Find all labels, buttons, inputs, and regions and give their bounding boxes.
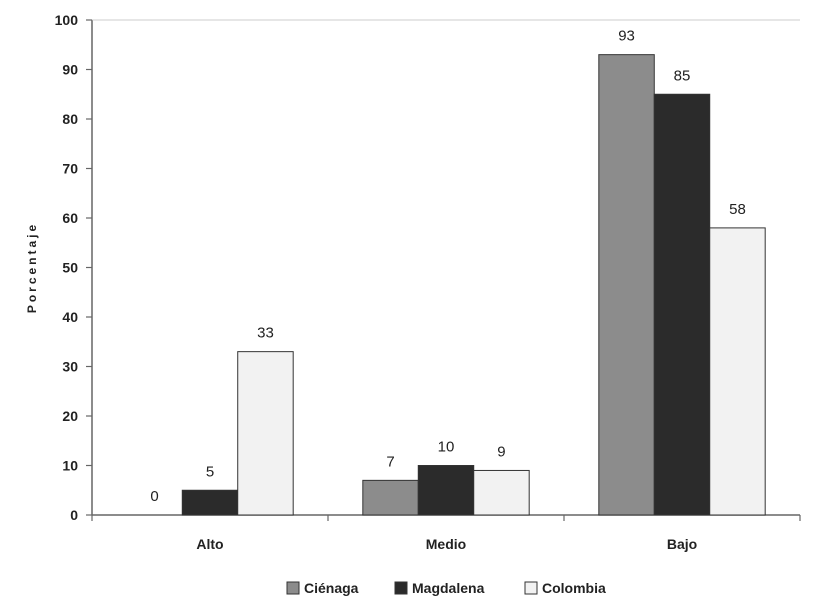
x-category-label: Bajo (667, 536, 697, 552)
y-tick-label: 70 (62, 161, 78, 177)
data-label: 58 (729, 201, 746, 218)
bar (653, 93, 711, 516)
y-tick-label: 0 (70, 507, 78, 523)
data-label: 0 (150, 488, 158, 505)
legend-label: Magdalena (412, 580, 485, 596)
y-tick-label: 30 (62, 359, 78, 375)
y-axis-title: Porcentaje (25, 222, 39, 313)
x-category-label: Alto (196, 536, 223, 552)
bar (473, 469, 530, 516)
bar (709, 227, 766, 516)
legend-label: Colombia (542, 580, 606, 596)
data-label: 85 (674, 67, 691, 84)
y-tick-label: 60 (62, 210, 78, 226)
x-category-label: Medio (426, 536, 466, 552)
y-tick-label: 80 (62, 111, 78, 127)
bar (181, 489, 239, 516)
data-label: 5 (206, 463, 214, 480)
y-tick-label: 20 (62, 408, 78, 424)
bar (362, 479, 419, 516)
bars (181, 54, 766, 516)
legend-swatch (286, 581, 300, 595)
legend-swatch (524, 581, 538, 595)
y-tick-label: 50 (62, 260, 78, 276)
bar (417, 465, 475, 516)
data-label: 10 (438, 439, 455, 456)
bar (598, 54, 655, 516)
y-tick-label: 100 (55, 12, 79, 28)
legend: Ciénaga Magdalena Colombia (286, 580, 606, 596)
data-label: 9 (497, 443, 505, 460)
data-label: 7 (386, 453, 394, 470)
x-axis: Alto Medio Bajo (91, 514, 801, 552)
y-tick-label: 10 (62, 458, 78, 474)
y-tick-label: 40 (62, 309, 78, 325)
legend-label: Ciénaga (304, 580, 359, 596)
data-labels: 0 5 33 7 10 9 93 85 58 (150, 28, 745, 505)
legend-swatch (394, 581, 408, 595)
bar (237, 351, 294, 516)
data-label: 93 (618, 28, 635, 45)
y-tick-label: 90 (62, 62, 78, 78)
data-label: 33 (257, 325, 274, 342)
